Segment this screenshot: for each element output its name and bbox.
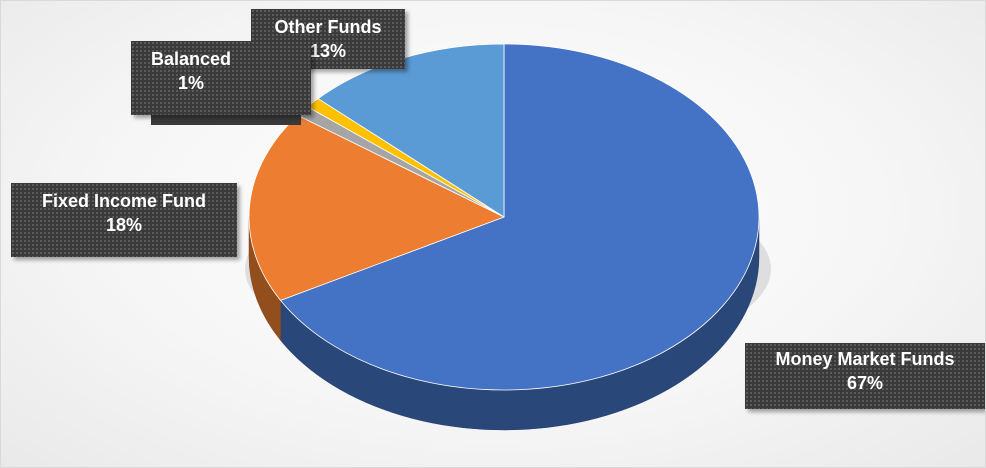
label-name: Other Funds <box>274 17 382 37</box>
label-name: Fixed Income Fund <box>41 191 206 211</box>
leader-line-balanced <box>151 113 301 125</box>
label-name: Balanced <box>150 49 232 69</box>
data-label-money-market: Money Market Funds 67% <box>745 343 985 409</box>
label-percent: 18% <box>105 215 143 235</box>
label-name: Money Market Funds <box>775 349 955 369</box>
label-percent: 13% <box>309 41 347 61</box>
label-percent: 67% <box>846 373 884 393</box>
data-label-balanced: Balanced 1% <box>131 41 311 115</box>
label-percent: 1% <box>177 73 204 93</box>
pie-slice-fixed-income-fund <box>248 114 505 301</box>
pie-slice-money-market-funds <box>280 43 760 391</box>
pie-top <box>248 43 760 391</box>
data-label-fixed-income: Fixed Income Fund 18% <box>11 183 237 257</box>
